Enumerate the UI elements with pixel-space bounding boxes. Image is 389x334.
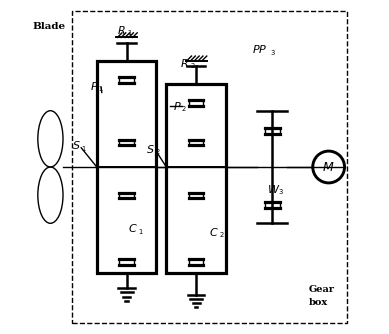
Text: $C$: $C$ <box>128 222 138 234</box>
Text: $_{2}$: $_{2}$ <box>181 104 187 114</box>
Bar <box>97 61 156 273</box>
Text: $_{2}$: $_{2}$ <box>156 147 161 157</box>
Text: $_{1}$: $_{1}$ <box>126 28 132 38</box>
Text: $P$: $P$ <box>90 80 99 92</box>
Text: $M$: $M$ <box>322 161 335 173</box>
Bar <box>166 84 226 273</box>
Text: $PP$: $PP$ <box>252 43 268 55</box>
Text: $C$: $C$ <box>209 225 219 237</box>
Text: $S$: $S$ <box>147 143 155 155</box>
Text: $P$: $P$ <box>173 100 182 112</box>
Bar <box>72 11 347 323</box>
Text: $S$: $S$ <box>72 140 81 152</box>
Text: $_{1}$: $_{1}$ <box>98 84 104 94</box>
Text: $_{1}$: $_{1}$ <box>81 144 87 154</box>
Text: $R$: $R$ <box>117 23 125 35</box>
Text: $_{2}$: $_{2}$ <box>189 61 195 71</box>
Text: Gear: Gear <box>309 285 335 294</box>
Text: $R$: $R$ <box>180 57 188 69</box>
Text: Blade: Blade <box>32 22 65 31</box>
Text: $_{2}$: $_{2}$ <box>219 230 225 240</box>
Text: $_{1}$: $_{1}$ <box>138 226 144 236</box>
Text: $_{3}$: $_{3}$ <box>270 48 276 58</box>
Text: $W$: $W$ <box>267 182 281 194</box>
Text: box: box <box>309 298 328 307</box>
Text: $_{3}$: $_{3}$ <box>278 187 284 197</box>
